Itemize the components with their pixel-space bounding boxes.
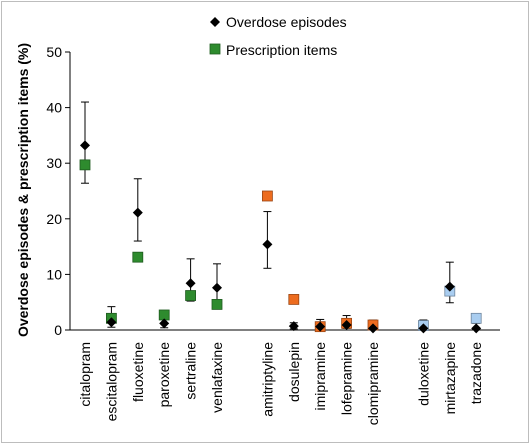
data-points xyxy=(79,140,482,334)
y-tick-label: 40 xyxy=(46,100,62,116)
category-labels: citalopram escitalopram fluoxetine paroxeti… xyxy=(77,342,484,425)
overdose-point xyxy=(212,282,222,293)
prescription-point xyxy=(79,159,91,171)
legend-label-prescription: Prescription items xyxy=(226,42,337,58)
overdose-point xyxy=(471,323,482,334)
overdose-point xyxy=(341,319,352,330)
x-tick-label: sertraline xyxy=(183,342,199,400)
overdose-point xyxy=(262,239,273,250)
y-tick-label: 50 xyxy=(46,44,62,60)
x-tick-label: venlafaxine xyxy=(209,342,225,413)
x-tick-label: fluoxetine xyxy=(130,342,146,402)
legend-marker-overdose xyxy=(210,17,220,27)
overdose-point xyxy=(288,321,299,332)
prescription-point xyxy=(470,312,482,324)
y-tick-label: 20 xyxy=(46,211,62,227)
y-axis: 0 10 20 30 40 50 xyxy=(46,44,71,338)
y-axis-label: Overdose episodes & prescription items (… xyxy=(15,43,31,337)
overdose-point xyxy=(418,323,429,334)
x-tick-label: clomipramine xyxy=(365,342,381,425)
overdose-point xyxy=(106,317,117,328)
x-tick-label: paroxetine xyxy=(156,342,172,408)
x-tick-label: imipramine xyxy=(312,342,328,411)
legend-marker-prescription xyxy=(209,43,221,55)
prescription-point xyxy=(211,299,223,310)
legend: Overdose episodes Prescription items xyxy=(209,14,347,58)
x-tick-label: citalopram xyxy=(77,342,93,407)
legend-label-overdose: Overdose episodes xyxy=(226,14,347,30)
y-tick-label: 30 xyxy=(46,155,62,171)
y-tick-label: 0 xyxy=(54,322,62,338)
overdose-point xyxy=(315,321,326,332)
overdose-point xyxy=(132,207,143,218)
x-tick-label: dosulepin xyxy=(286,342,302,402)
y-tick-label: 10 xyxy=(46,266,62,282)
prescription-point xyxy=(261,190,273,202)
overdose-point xyxy=(444,281,455,292)
prescription-point xyxy=(288,294,300,305)
prescription-point xyxy=(132,251,144,263)
overdose-point xyxy=(185,278,196,289)
overdose-point xyxy=(368,323,378,334)
x-tick-label: mirtazapine xyxy=(442,342,458,415)
prescription-point xyxy=(185,290,197,301)
x-tick-label: lofepramine xyxy=(339,342,355,415)
x-tick-label: amitriptyline xyxy=(259,342,275,417)
x-tick-label: escitalopram xyxy=(103,342,119,421)
overdose-point xyxy=(80,140,90,151)
error-bars xyxy=(81,101,481,331)
overdose-point xyxy=(159,318,170,329)
x-tick-label: trazadone xyxy=(468,342,484,404)
x-tick-label: duloxetine xyxy=(415,342,431,406)
